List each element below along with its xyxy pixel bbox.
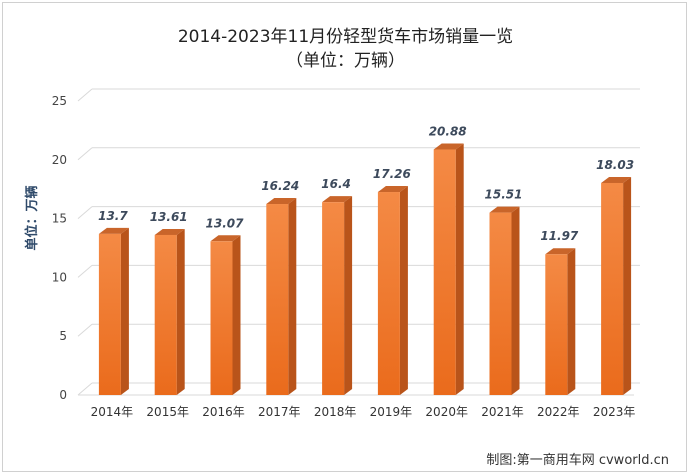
- bar-top: [377, 186, 408, 193]
- bar-value-label: 16.4: [321, 177, 351, 191]
- bar: [210, 241, 233, 395]
- y-tick-label: 15: [52, 212, 67, 226]
- bar-value-label: 11.97: [540, 229, 579, 243]
- x-tick-label: 2022年: [537, 405, 580, 419]
- bar: [601, 182, 624, 395]
- gridline-corner: [77, 323, 93, 337]
- gridline-corner: [77, 88, 93, 102]
- bar-value-label: 20.88: [429, 124, 467, 138]
- gridline-corner: [77, 147, 93, 161]
- x-tick-label: 2023年: [593, 405, 636, 419]
- bar-top: [266, 198, 297, 205]
- x-tick-label: 2019年: [370, 405, 413, 419]
- bar-side: [232, 235, 241, 395]
- bar: [489, 212, 512, 395]
- bar-top: [210, 235, 241, 242]
- bar-top: [433, 143, 464, 150]
- bar: [433, 149, 456, 395]
- bar: [266, 204, 289, 395]
- bar-top: [545, 248, 576, 255]
- bar-side: [176, 228, 185, 395]
- chart-title: 2014-2023年11月份轻型货车市场销量一览: [177, 27, 514, 47]
- x-tick-label: 2020年: [425, 405, 468, 419]
- y-tick-label: 5: [59, 329, 67, 343]
- bar: [322, 202, 345, 395]
- bar-side: [623, 176, 632, 395]
- bar: [377, 192, 400, 395]
- bar-value-label: 13.61: [150, 210, 188, 224]
- bar-top: [601, 176, 632, 183]
- bar-side: [344, 196, 353, 395]
- bar-side: [455, 143, 464, 395]
- watermark-credit: 制图:第一商用车网 cvworld.cn: [486, 453, 669, 468]
- bar-side: [511, 206, 520, 395]
- bar-value-label: 16.24: [261, 179, 299, 193]
- bar-top: [489, 206, 520, 213]
- y-axis-label: 单位：万辆: [24, 185, 40, 250]
- gridline-corner: [77, 206, 93, 219]
- bar-value-label: 15.51: [485, 188, 523, 202]
- bar-top: [322, 196, 353, 203]
- bar-top: [154, 228, 185, 235]
- y-tick-label: 25: [52, 94, 67, 108]
- bar: [545, 254, 568, 395]
- bar: [98, 233, 121, 395]
- gridline-corner: [77, 265, 93, 278]
- bar-side: [567, 248, 576, 395]
- gridline-corner: [77, 382, 93, 396]
- bar-top: [98, 227, 129, 234]
- y-tick-label: 0: [59, 388, 67, 402]
- bar-side: [399, 186, 408, 395]
- chart-subtitle: （单位：万辆）: [286, 51, 405, 71]
- bar-value-label: 13.7: [98, 209, 128, 223]
- bar-side: [120, 227, 129, 395]
- y-tick-label: 10: [52, 270, 67, 284]
- x-tick-label: 2018年: [314, 405, 357, 419]
- bar-side: [288, 198, 297, 395]
- bar-value-label: 17.26: [373, 167, 411, 181]
- x-tick-label: 2017年: [258, 405, 301, 419]
- x-tick-label: 2015年: [146, 405, 189, 419]
- y-tick-label: 20: [52, 153, 67, 167]
- x-tick-label: 2021年: [481, 405, 524, 419]
- x-tick-label: 2014年: [91, 405, 134, 419]
- x-tick-label: 2016年: [202, 405, 245, 419]
- bar-value-label: 13.07: [206, 216, 245, 230]
- bar: [154, 234, 177, 395]
- bar-value-label: 18.03: [596, 158, 634, 172]
